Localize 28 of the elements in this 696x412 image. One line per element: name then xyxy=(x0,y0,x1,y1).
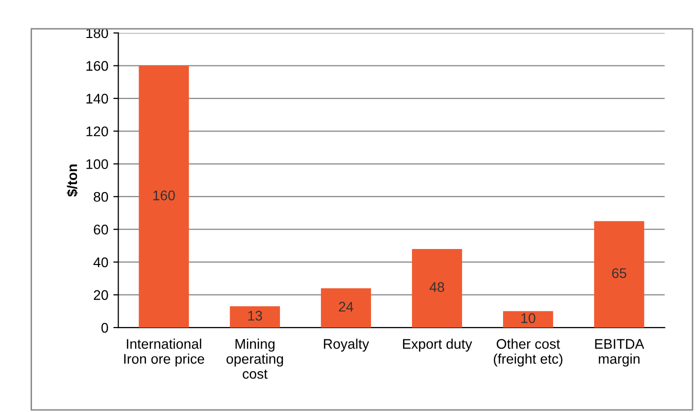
y-tick-label: 0 xyxy=(101,322,108,333)
y-tick-label: 80 xyxy=(94,192,108,202)
x-tick-label: Other cost (freight etc) xyxy=(494,338,562,367)
y-tick-label: 60 xyxy=(94,224,108,235)
data-label: 160 xyxy=(153,190,175,200)
x-tick-label: International Iron ore price xyxy=(124,338,204,367)
y-tick-label: 160 xyxy=(86,61,108,71)
y-tick-label: 100 xyxy=(86,159,108,170)
bar xyxy=(138,66,189,328)
x-tick-label: Export duty xyxy=(403,338,472,352)
y-axis-title: $/ton xyxy=(66,164,78,197)
data-label: 10 xyxy=(521,313,536,324)
data-label: 48 xyxy=(430,282,444,292)
bar xyxy=(230,306,280,328)
x-tick-label: EBITDA margin xyxy=(595,339,644,367)
x-tick-label: Mining operating cost xyxy=(226,338,283,379)
y-tick-label: 40 xyxy=(93,257,108,268)
bar xyxy=(412,248,462,328)
bar xyxy=(320,288,372,328)
y-tick-label: 20 xyxy=(94,290,108,300)
data-label: 24 xyxy=(338,302,354,312)
bar xyxy=(594,221,644,328)
x-tick-label: Royalty xyxy=(324,338,370,352)
bar xyxy=(503,311,554,328)
data-label: 13 xyxy=(248,310,262,321)
y-tick-label: 140 xyxy=(86,94,108,104)
y-tick-label: 120 xyxy=(86,126,108,136)
data-label: 65 xyxy=(612,268,626,278)
